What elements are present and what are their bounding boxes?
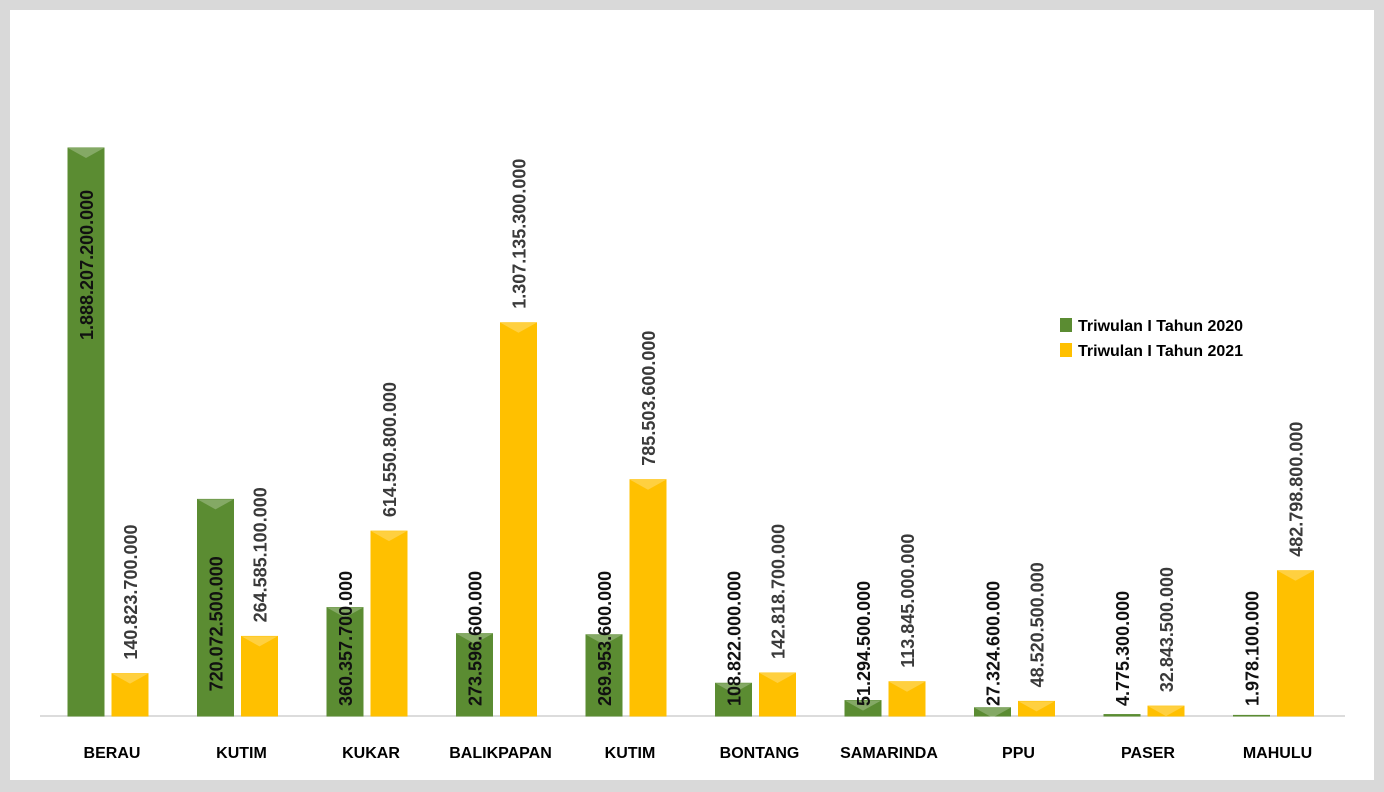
bar	[585, 634, 623, 717]
x-tick-label: PPU	[1002, 745, 1035, 762]
bar-cap	[889, 681, 925, 692]
bar	[974, 707, 1011, 717]
data-label: 27.324.600.000	[984, 581, 1004, 706]
bar	[197, 498, 234, 717]
data-label: 273.596.600.000	[466, 571, 486, 706]
x-tick-label: BERAU	[84, 745, 141, 762]
x-tick-label: KUTIM	[216, 745, 267, 762]
data-label: 720.072.500.000	[207, 556, 227, 691]
data-label: 264.585.100.000	[251, 487, 271, 622]
x-tick-label: SAMARINDA	[840, 745, 938, 762]
bar-cap	[500, 322, 537, 333]
bar-cap	[759, 673, 796, 684]
data-label: 1.978.100.000	[1243, 591, 1263, 706]
bar	[456, 633, 493, 717]
bar-cap	[68, 148, 104, 158]
bar-cap	[1277, 570, 1314, 581]
bar-cap	[586, 634, 622, 645]
bar	[1233, 714, 1270, 717]
bar	[629, 479, 667, 717]
bar	[1018, 700, 1055, 717]
data-label: 360.357.700.000	[336, 571, 356, 706]
data-label: 142.818.700.000	[769, 524, 789, 659]
bar	[370, 530, 408, 717]
bar-cap	[974, 707, 1011, 718]
bar-cap	[456, 633, 493, 644]
x-tick-label: BALIKPAPAN	[449, 745, 552, 762]
data-label: 482.798.800.000	[1287, 422, 1307, 557]
bar-cap	[112, 673, 148, 684]
data-label: 113.845.000.000	[898, 534, 918, 668]
bar	[111, 673, 149, 717]
bar-cap	[1148, 706, 1184, 717]
legend-swatch	[1060, 343, 1072, 357]
legend-label: Triwulan I Tahun 2021	[1078, 343, 1243, 360]
bar-cap	[630, 479, 666, 490]
x-tick-label: KUTIM	[605, 745, 656, 762]
bar	[67, 147, 105, 717]
bar	[326, 607, 364, 717]
bar	[759, 672, 796, 717]
data-label: 1.307.135.300.000	[510, 159, 530, 309]
bar	[1103, 714, 1141, 717]
bar-cap	[715, 683, 752, 694]
x-tick-label: PASER	[1121, 745, 1175, 762]
bar	[500, 322, 537, 717]
bar	[715, 682, 752, 717]
x-tick-label: KUKAR	[342, 745, 400, 762]
data-label: 48.520.500.000	[1028, 562, 1048, 687]
bar	[241, 635, 278, 717]
bar-cap	[197, 499, 234, 510]
legend-label: Triwulan I Tahun 2020	[1078, 318, 1243, 335]
bar-cap	[845, 700, 881, 711]
bar	[1277, 570, 1314, 717]
bar-cap	[1018, 701, 1055, 712]
bar	[888, 681, 926, 717]
bar-cap	[371, 531, 407, 542]
x-tick-label: MAHULU	[1243, 745, 1312, 762]
data-label: 140.823.700.000	[121, 524, 141, 659]
data-label: 269.953.600.000	[595, 571, 615, 706]
legend-swatch	[1060, 318, 1072, 332]
data-label: 785.503.600.000	[639, 331, 659, 466]
chart-area	[10, 10, 1374, 780]
data-label: 108.822.000.000	[725, 571, 745, 706]
data-label: 4.775.300.000	[1113, 591, 1133, 706]
x-tick-label: BONTANG	[720, 745, 800, 762]
data-label: 51.294.500.000	[854, 581, 874, 706]
data-label: 32.843.500.000	[1157, 567, 1177, 692]
data-label: 1.888.207.200.000	[77, 190, 97, 340]
bar-cap	[241, 636, 278, 647]
bar	[844, 700, 882, 717]
data-label: 614.550.800.000	[380, 382, 400, 517]
bar	[1147, 705, 1185, 717]
bar-cap	[327, 607, 363, 618]
